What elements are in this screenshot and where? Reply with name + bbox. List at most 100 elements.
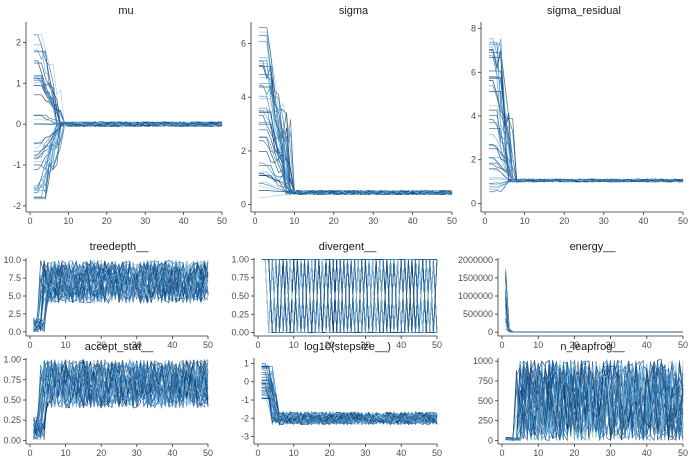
trace-line <box>505 320 683 333</box>
trace-line <box>505 309 683 333</box>
trace-line <box>489 104 684 183</box>
x-tick-label: 0 <box>255 340 260 350</box>
x-tick-label: 50 <box>678 340 688 350</box>
y-tick-label: 6 <box>241 38 246 48</box>
trace-line <box>505 283 683 333</box>
trace-line <box>505 360 684 440</box>
x-tick-label: 0 <box>27 340 32 350</box>
x-tick-label: 30 <box>132 340 142 350</box>
panel-title: accept_stat__ <box>85 341 154 353</box>
trace-line <box>505 290 683 333</box>
trace-line <box>33 359 209 424</box>
x-tick-label: 20 <box>325 340 335 350</box>
trace-line <box>505 282 683 333</box>
trace-line <box>33 360 209 439</box>
x-tick-label: 10 <box>61 340 71 350</box>
trace-line <box>505 360 684 442</box>
trace-line <box>505 274 683 333</box>
trace-line <box>489 38 683 183</box>
panel-divergent: divergent__ 0 10 20 30 40 50 0.00 0.25 0.50 0.75 1.… <box>231 241 442 350</box>
x-tick-label: 40 <box>408 216 418 226</box>
trace-line <box>489 157 684 183</box>
x-tick-label: 50 <box>217 216 227 226</box>
panel-log10-stepsize: log10(stepsize__)0 10 20 30 40 50-3-2-101 <box>241 341 442 458</box>
trace-line <box>489 148 684 183</box>
y-tick-label: 0.50 <box>3 395 21 405</box>
trace-line <box>505 298 683 333</box>
trace-line <box>489 77 684 183</box>
trace-line <box>489 55 684 183</box>
y-tick-label: 2 <box>16 37 21 47</box>
trace-line <box>33 34 223 127</box>
x-tick-label: 40 <box>642 340 652 350</box>
x-tick-label: 20 <box>559 216 569 226</box>
y-tick-label: 0 <box>471 198 476 208</box>
y-tick-label: -1 <box>13 160 21 170</box>
y-tick-label: 0 <box>488 327 493 337</box>
x-tick-label: 0 <box>27 216 32 226</box>
trace-line <box>258 27 453 196</box>
trace-line <box>33 121 223 198</box>
y-tick-label: 4 <box>471 111 476 121</box>
trace-line <box>33 85 223 127</box>
x-tick-label: 0 <box>252 216 257 226</box>
trace-line <box>489 119 684 183</box>
x-tick-label: 40 <box>638 216 648 226</box>
x-tick-label: 40 <box>167 448 177 458</box>
x-tick-label: 20 <box>325 448 335 458</box>
trace-line <box>505 294 684 333</box>
trace-line <box>505 324 683 333</box>
x-tick-label: 30 <box>140 216 150 226</box>
x-tick-label: 50 <box>432 340 442 350</box>
x-tick-label: 40 <box>396 448 406 458</box>
panel-title: sigma <box>339 5 369 17</box>
x-tick-label: 10 <box>63 216 73 226</box>
y-tick-label: 2.5 <box>8 309 21 319</box>
panel-title: log10(stepsize__) <box>304 341 391 353</box>
trace-line <box>489 122 684 183</box>
trace-line <box>505 268 683 333</box>
trace-line <box>489 49 684 183</box>
y-tick-label: -1 <box>241 395 249 405</box>
y-tick-label: 0.75 <box>3 375 21 385</box>
x-tick-label: 30 <box>599 216 609 226</box>
trace-line <box>505 271 683 333</box>
trace-line <box>489 41 684 183</box>
y-tick-label: 0 <box>488 435 493 445</box>
x-tick-label: 50 <box>678 448 688 458</box>
panel-title: divergent__ <box>319 241 377 253</box>
y-tick-label: 1.00 <box>231 254 249 264</box>
trace-line <box>33 121 223 171</box>
x-tick-label: 20 <box>102 216 112 226</box>
y-tick-label: 0.25 <box>231 309 249 319</box>
trace-line <box>489 109 684 183</box>
trace-line <box>258 123 453 196</box>
trace-line <box>33 263 209 324</box>
y-tick-label: 0.25 <box>3 415 21 425</box>
trace-line <box>489 78 684 183</box>
x-tick-label: 40 <box>167 340 177 350</box>
x-tick-label: 50 <box>203 448 213 458</box>
x-tick-label: 30 <box>132 448 142 458</box>
trace-line <box>505 296 683 333</box>
trace-line <box>505 362 684 441</box>
trace-line <box>505 276 683 333</box>
trace-line <box>261 384 438 425</box>
y-tick-label: 1000 <box>473 356 493 366</box>
y-tick-label: 250 <box>478 416 493 426</box>
x-tick-label: 0 <box>499 340 504 350</box>
trace-line <box>489 91 684 183</box>
trace-line <box>489 57 684 183</box>
y-tick-label: 0.00 <box>3 435 21 445</box>
trace-line <box>505 281 684 333</box>
y-tick-label: 0 <box>241 200 246 210</box>
trace-line <box>505 328 683 333</box>
panel-treedepth: treedepth__ 0 10 20 30 40 50 0.0 2.5 5.0 7.5 10.0 <box>3 241 213 350</box>
y-tick-label: 2000000 <box>458 255 493 265</box>
x-tick-label: 30 <box>606 340 616 350</box>
panel-sigma-residual: sigma_residual 0 10 20 30 40 50 0 2 4 6 8 <box>471 5 688 226</box>
y-tick-label: 1000000 <box>458 291 493 301</box>
trace-line <box>505 309 683 333</box>
trace-line <box>505 318 683 333</box>
